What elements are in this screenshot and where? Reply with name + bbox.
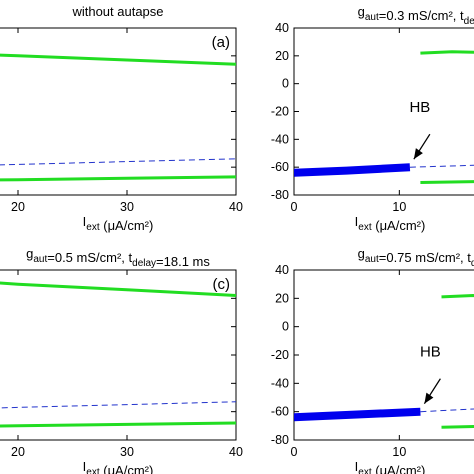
hb-arrowhead xyxy=(424,392,434,404)
y-tick-label: -40 xyxy=(271,132,289,146)
series-min xyxy=(441,425,474,429)
panel-title: gaut=0.5 mS/cm², tdelay=18.1 ms xyxy=(26,246,210,269)
y-tick-label: -20 xyxy=(271,348,289,362)
panel-c: 10203040HB(c)gaut=0.5 mS/cm², tdelay=18.… xyxy=(0,246,243,474)
hb-label: HB xyxy=(420,344,441,361)
series-max xyxy=(441,293,474,299)
y-tick-label: -80 xyxy=(271,188,289,202)
panel-title: gaut=0.3 mS/cm², tdelay=4 xyxy=(358,4,474,27)
series-max xyxy=(0,53,236,66)
series-max xyxy=(420,50,474,55)
x-tick-label: 30 xyxy=(120,200,134,214)
x-tick-label: 40 xyxy=(229,445,243,459)
series-min xyxy=(420,180,474,184)
x-tick-label: 0 xyxy=(291,445,298,459)
x-tick-label: 20 xyxy=(11,200,25,214)
x-tick-label: 10 xyxy=(392,445,406,459)
x-axis-label: Iext (μA/cm²) xyxy=(355,214,426,233)
y-tick-label: 20 xyxy=(275,291,289,305)
series-unstable xyxy=(420,408,474,413)
panel-label: (a) xyxy=(212,34,230,51)
hb-label: HB xyxy=(409,99,430,116)
series-unstable xyxy=(0,401,236,409)
y-tick-label: -60 xyxy=(271,160,289,174)
y-tick-label: 20 xyxy=(275,49,289,63)
series-unstable xyxy=(0,158,236,166)
y-tick-label: 0 xyxy=(282,77,289,91)
series-min xyxy=(0,421,236,428)
x-axis-label: Iext (μA/cm²) xyxy=(83,459,154,474)
x-tick-label: 20 xyxy=(11,445,25,459)
x-tick-label: 10 xyxy=(392,200,406,214)
x-axis-label: Iext (μA/cm²) xyxy=(355,459,426,474)
x-axis-label: Iext (μA/cm²) xyxy=(83,214,154,233)
y-tick-label: 0 xyxy=(282,320,289,334)
y-tick-label: 40 xyxy=(275,263,289,277)
axes-frame xyxy=(0,269,237,441)
x-tick-label: 30 xyxy=(120,445,134,459)
panel-title: without autapse xyxy=(71,4,163,19)
y-tick-label: -40 xyxy=(271,376,289,390)
series-stable xyxy=(294,407,421,422)
series-min xyxy=(0,175,236,182)
y-tick-label: -20 xyxy=(271,105,289,119)
x-tick-label: 0 xyxy=(291,200,298,214)
panel-label: (c) xyxy=(213,276,231,293)
series-unstable xyxy=(409,164,474,168)
axes-frame xyxy=(0,27,237,196)
x-tick-label: 40 xyxy=(229,200,243,214)
y-tick-label: 40 xyxy=(275,21,289,35)
series-max xyxy=(0,281,236,297)
y-tick-label: -60 xyxy=(271,405,289,419)
y-tick-label: -80 xyxy=(271,433,289,447)
hb-arrowhead xyxy=(413,148,423,160)
series-stable xyxy=(294,163,411,177)
panel-title: gaut=0.75 mS/cm², tdelay= xyxy=(358,246,474,269)
